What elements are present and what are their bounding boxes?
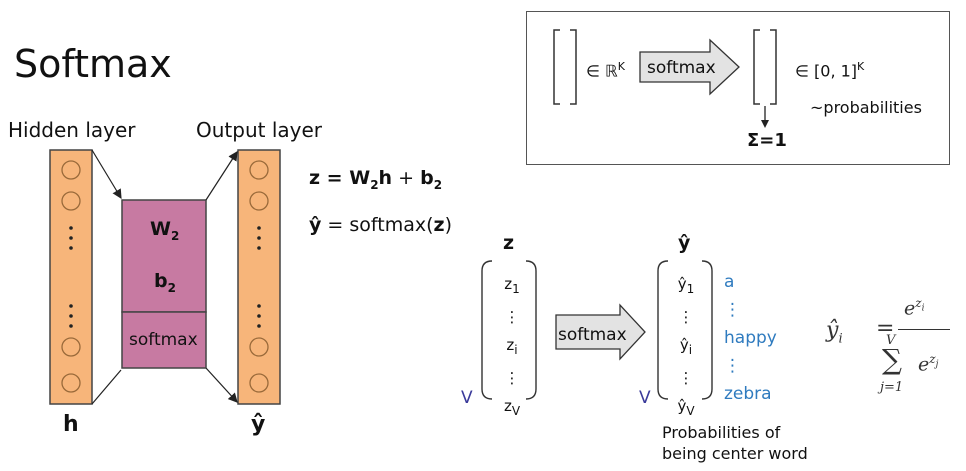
caption-line: Probabilities of <box>662 423 781 442</box>
network-diagram <box>49 149 281 405</box>
yhat-item: ŷi <box>679 336 693 357</box>
softmax-arrow-shape <box>555 303 646 361</box>
z-length-label: V <box>461 388 473 408</box>
yhat-equation: ŷ = softmax(z) <box>309 214 453 236</box>
output-neurons <box>249 160 269 393</box>
yhat-vector-label: ŷ <box>251 412 266 437</box>
yhat-item: ŷ1 <box>677 275 695 296</box>
caption-line: being center word <box>662 444 808 463</box>
vocab-words: a ⋮ happy ⋮ zebra <box>724 268 777 408</box>
yhat-length-label: V <box>639 388 651 408</box>
sum-upper-limit: V <box>886 333 896 348</box>
formula-lhs: ŷi <box>826 318 843 347</box>
weight-matrix-block <box>121 199 207 313</box>
vocab-word: zebra <box>724 384 772 404</box>
output-dots <box>257 226 261 328</box>
sum-arrow-head <box>761 120 769 128</box>
output-layer-label: Output layer <box>196 118 323 142</box>
sum-symbol: ∑ <box>882 343 902 376</box>
z-item: zV <box>503 397 521 418</box>
yhat-vector-header: ŷ <box>678 232 691 254</box>
bias-label: b2 <box>154 270 176 295</box>
bracket-left <box>657 260 669 400</box>
vocab-word: happy <box>724 328 777 348</box>
block-softmax-label: softmax <box>129 330 198 350</box>
formula-equals: = <box>876 316 895 341</box>
yhat-item: ŷV <box>677 397 695 418</box>
box-softmax-label: softmax <box>647 58 716 78</box>
connector-arrow <box>205 150 238 201</box>
output-layer-vector <box>237 149 281 405</box>
yhat-item: ⋮ <box>678 308 694 326</box>
vector-softmax-label: softmax <box>558 325 627 345</box>
page-title: Softmax <box>14 42 172 86</box>
bracket-right <box>770 29 777 105</box>
bracket-right <box>525 260 537 400</box>
vector-diagram <box>481 260 713 400</box>
h-vector-label: h <box>63 412 79 437</box>
z-item: ⋮ <box>504 369 520 387</box>
bracket-left <box>553 29 560 105</box>
formula-numerator: ezi <box>904 296 925 320</box>
hidden-layer-label: Hidden layer <box>8 118 136 142</box>
connector-line <box>91 369 122 405</box>
z-vector-items: z1 ⋮ zi ⋮ zV <box>500 270 524 425</box>
hidden-neurons <box>61 160 81 393</box>
softmax-summary-box <box>526 11 950 165</box>
z-item: z1 <box>504 275 520 296</box>
weight-label: W2 <box>150 218 180 243</box>
bracket-left <box>481 260 493 400</box>
z-item: ⋮ <box>504 308 520 326</box>
bracket-right <box>570 29 577 105</box>
connector-arrow <box>205 367 238 403</box>
connector-arrow <box>91 149 122 200</box>
bracket-left <box>753 29 760 105</box>
vocab-word: ⋮ <box>724 356 741 376</box>
formula-denominator-term: ezj <box>918 352 939 376</box>
input-domain: ∈ ℝK <box>586 60 625 81</box>
probabilities-caption: Probabilities of being center word <box>662 422 808 464</box>
sum-constraint: Σ=1 <box>747 130 787 151</box>
z-item: zi <box>506 336 518 357</box>
hidden-layer-vector <box>49 149 93 405</box>
vocab-word: a <box>724 272 735 292</box>
hidden-dots <box>69 226 73 328</box>
sum-lower-limit: j=1 <box>880 380 904 395</box>
vocab-word: ⋮ <box>724 300 741 320</box>
summary-diagram <box>553 29 777 128</box>
bracket-right <box>701 260 713 400</box>
yhat-vector-items: ŷ1 ⋮ ŷi ⋮ ŷV <box>673 270 699 425</box>
yhat-item: ⋮ <box>678 369 694 387</box>
softmax-block <box>121 311 207 369</box>
z-vector-header: z <box>503 232 515 254</box>
fraction-bar <box>898 329 950 330</box>
z-equation: z = W2h + b2 <box>309 167 443 192</box>
softmax-arrow-shape <box>639 38 740 96</box>
output-domain: ∈ [0, 1]K <box>795 60 865 81</box>
probabilities-note: ~probabilities <box>810 98 922 117</box>
